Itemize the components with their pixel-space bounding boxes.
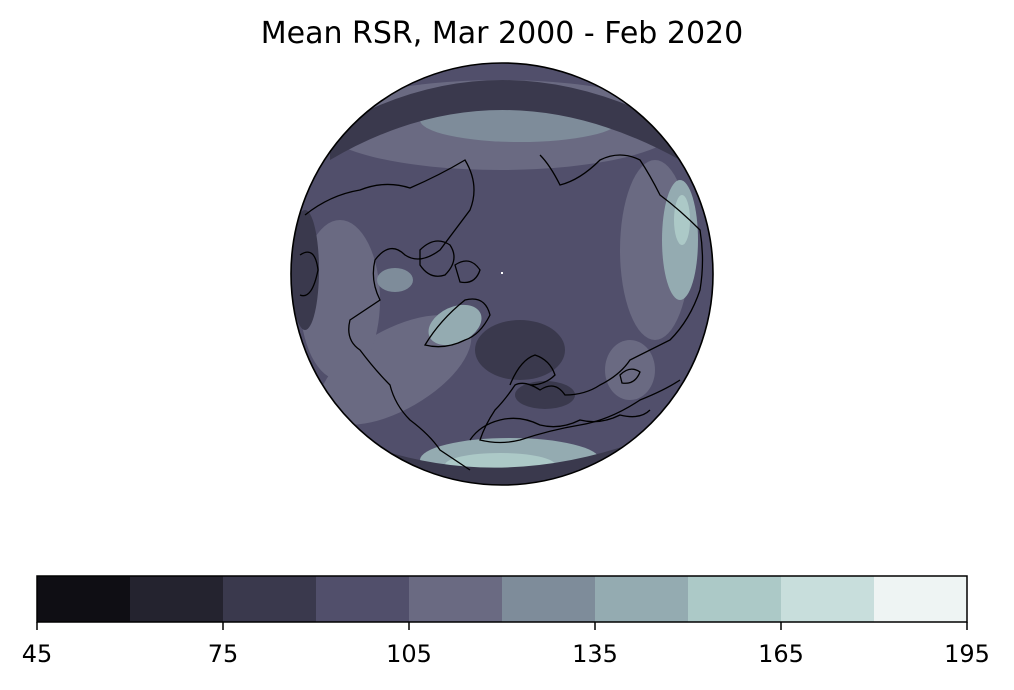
coastline-eurasia <box>479 154 704 444</box>
colorbar-swatch <box>316 576 409 622</box>
coastlines <box>299 154 704 471</box>
tibet-bright <box>605 340 655 400</box>
colorbar-frame <box>36 575 968 623</box>
colorbar-swatch <box>595 576 688 622</box>
colorbar-tick-label: 135 <box>572 640 618 668</box>
figure-title: Mean RSR, Mar 2000 - Feb 2020 <box>260 16 744 51</box>
colorbar-tick-label: 195 <box>944 640 990 668</box>
north-pole-marker <box>501 272 503 274</box>
colorbar-swatch <box>409 576 502 622</box>
coastline-arctic-islands <box>419 240 481 284</box>
cloud-band-east-brighter <box>674 195 690 245</box>
colorbar-swatch <box>781 576 874 622</box>
coastline-west-edge <box>299 251 319 297</box>
colorbar-ticks: 45 75 105 135 165 195 <box>22 622 990 668</box>
colorbar-swatch <box>130 576 223 622</box>
cloud-band-atlantic <box>318 315 472 425</box>
colorbar-swatch <box>874 576 967 622</box>
colorbar-swatch <box>223 576 316 622</box>
colorbar-tick-label: 75 <box>208 640 239 668</box>
hudson-bright <box>377 268 413 292</box>
colorbar-tick-label: 45 <box>22 640 53 668</box>
dark-band-left <box>291 210 319 330</box>
coastline-scandinavia <box>509 354 556 386</box>
scandinavia-dark <box>515 381 575 409</box>
colorbar-tick-label: 165 <box>758 640 804 668</box>
coastline-europe <box>469 409 651 441</box>
coastline-greenland <box>423 298 491 348</box>
globe <box>291 63 713 485</box>
colorbar-swatches <box>37 576 967 622</box>
colorbar-tick-label: 105 <box>386 640 432 668</box>
colorbar-swatch <box>502 576 595 622</box>
map <box>290 62 714 486</box>
colorbar-swatch <box>37 576 130 622</box>
globe-outline <box>290 62 714 486</box>
greenland-bright <box>428 304 482 346</box>
coastline-north-america <box>304 159 475 471</box>
colorbar: 45 75 105 135 165 195 <box>22 575 990 668</box>
dark-band-top <box>330 80 680 160</box>
arctic-dark <box>475 320 565 380</box>
coastline-east-islands <box>619 368 641 384</box>
cloud-band-west <box>300 220 380 380</box>
colorbar-swatch <box>688 576 781 622</box>
